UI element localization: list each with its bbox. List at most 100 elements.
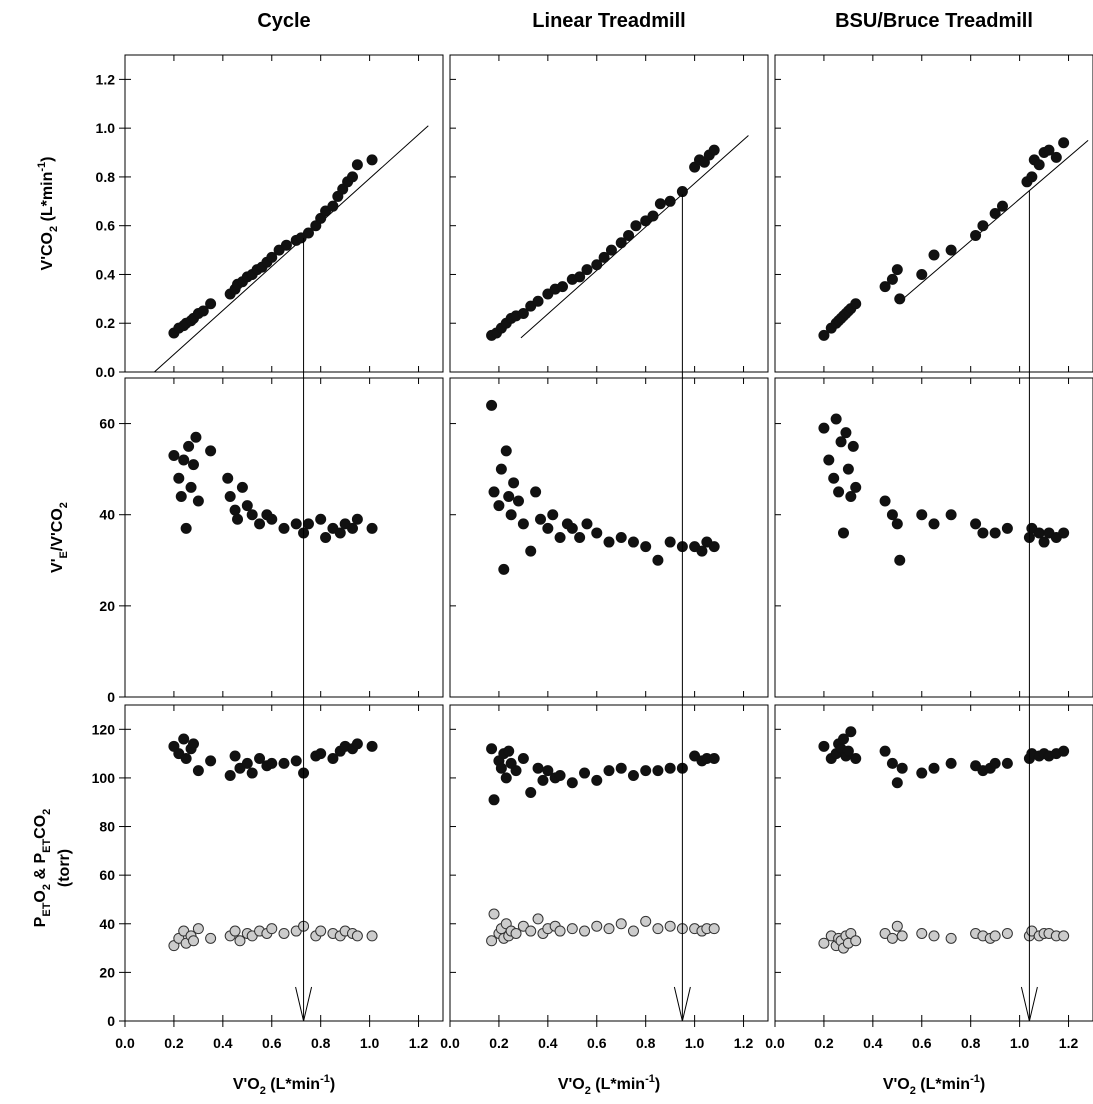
data-point	[229, 504, 241, 516]
x-tick-label: 0.4	[213, 1035, 233, 1051]
data-point-petco2	[315, 925, 327, 937]
data-point-petco2	[266, 923, 278, 935]
data-point-petco2	[896, 930, 908, 942]
data-point	[708, 752, 720, 764]
data-point-petco2	[664, 920, 676, 932]
data-point	[315, 513, 327, 525]
data-point-petco2	[850, 935, 862, 947]
data-point-petco2	[603, 923, 615, 935]
regression-line	[154, 125, 429, 373]
data-point	[894, 293, 906, 305]
data-point	[334, 527, 346, 539]
data-point-petco2	[366, 930, 378, 942]
x-tick-label: 0.8	[636, 1035, 656, 1051]
data-point	[512, 495, 524, 507]
data-point-petco2	[591, 920, 603, 932]
data-point	[828, 472, 840, 484]
data-point	[222, 472, 234, 484]
data-point-petco2	[891, 920, 903, 932]
data-point	[517, 752, 529, 764]
data-point	[818, 422, 830, 434]
data-point	[498, 563, 510, 575]
data-point	[886, 273, 898, 285]
data-point	[542, 522, 554, 534]
data-point	[192, 495, 204, 507]
data-point	[178, 454, 190, 466]
y-tick-label: 20	[99, 964, 115, 980]
y-tick-label: 0.4	[96, 266, 116, 282]
data-point	[488, 486, 500, 498]
data-point-petco2	[278, 927, 290, 939]
data-point-petco2	[532, 913, 544, 925]
y-tick-label: 0	[107, 1013, 115, 1029]
data-point	[879, 495, 891, 507]
data-point	[327, 752, 339, 764]
data-point-petco2	[486, 935, 498, 947]
data-point-petco2	[351, 930, 363, 942]
data-point	[842, 745, 854, 757]
data-point	[505, 509, 517, 521]
y-tick-label: 0	[107, 689, 115, 705]
data-point	[508, 477, 520, 489]
panel-frame	[449, 704, 769, 1022]
data-point	[1058, 137, 1070, 149]
data-point	[916, 767, 928, 779]
panel-linear-pet: 0.0 0.2 0.4 0.6 0.8 1.0 1.2	[440, 704, 769, 1051]
data-point	[236, 481, 248, 493]
data-point	[566, 777, 578, 789]
data-point	[180, 522, 192, 534]
panel-cycle-pet: 0 20 40 60 80 100 120 0.0 0.2 0.4 0.6 0.8 1.0 1.2	[92, 704, 444, 1051]
data-point	[254, 518, 266, 530]
data-point	[818, 329, 830, 341]
data-point	[652, 765, 664, 777]
data-point	[928, 762, 940, 774]
data-point	[647, 210, 659, 222]
data-point	[197, 305, 209, 317]
data-point	[366, 154, 378, 166]
data-point-petco2	[579, 925, 591, 937]
data-point	[346, 171, 358, 183]
panel-frame	[774, 54, 1093, 373]
data-point	[605, 244, 617, 256]
y-tick-label: 0.2	[96, 315, 116, 331]
y-axis-label-vco2: V'CO2 (L*min-1)	[36, 157, 60, 271]
data-point	[266, 757, 278, 769]
panel-bruce-ve-vco2	[774, 377, 1093, 698]
x-axis-label-bruce: V'O2 (L*min-1)	[883, 1073, 985, 1097]
data-point	[537, 774, 549, 786]
data-point	[977, 220, 989, 232]
y-tick-label: 0.6	[96, 218, 116, 234]
y-tick-label: 40	[99, 507, 115, 523]
data-point	[845, 726, 857, 738]
data-point	[351, 738, 363, 750]
data-point	[290, 518, 302, 530]
x-tick-label: 1.0	[360, 1035, 380, 1051]
data-point	[1038, 536, 1050, 548]
data-point	[510, 765, 522, 777]
data-point-petco2	[192, 923, 204, 935]
data-point	[916, 268, 928, 280]
data-point	[970, 518, 982, 530]
data-point	[351, 513, 363, 525]
data-point	[168, 449, 180, 461]
data-point-petco2	[928, 930, 940, 942]
threshold-arrow-linear	[673, 986, 691, 1022]
data-point	[493, 500, 505, 512]
x-tick-label: 0.4	[538, 1035, 558, 1051]
data-point	[1033, 159, 1045, 171]
column-title-cycle: Cycle	[257, 10, 310, 32]
panel-frame	[124, 54, 444, 373]
data-point	[486, 743, 498, 755]
x-tick-label: 1.0	[1010, 1035, 1030, 1051]
data-point	[996, 200, 1008, 212]
data-point-petco2	[525, 925, 537, 937]
data-point	[652, 554, 664, 566]
panel-frame	[449, 377, 769, 698]
x-tick-label: 1.2	[734, 1035, 754, 1051]
data-point	[835, 436, 847, 448]
data-point	[945, 509, 957, 521]
data-point	[557, 281, 569, 293]
data-point	[879, 745, 891, 757]
data-point	[708, 144, 720, 156]
panel-linear-vco2	[449, 54, 769, 373]
